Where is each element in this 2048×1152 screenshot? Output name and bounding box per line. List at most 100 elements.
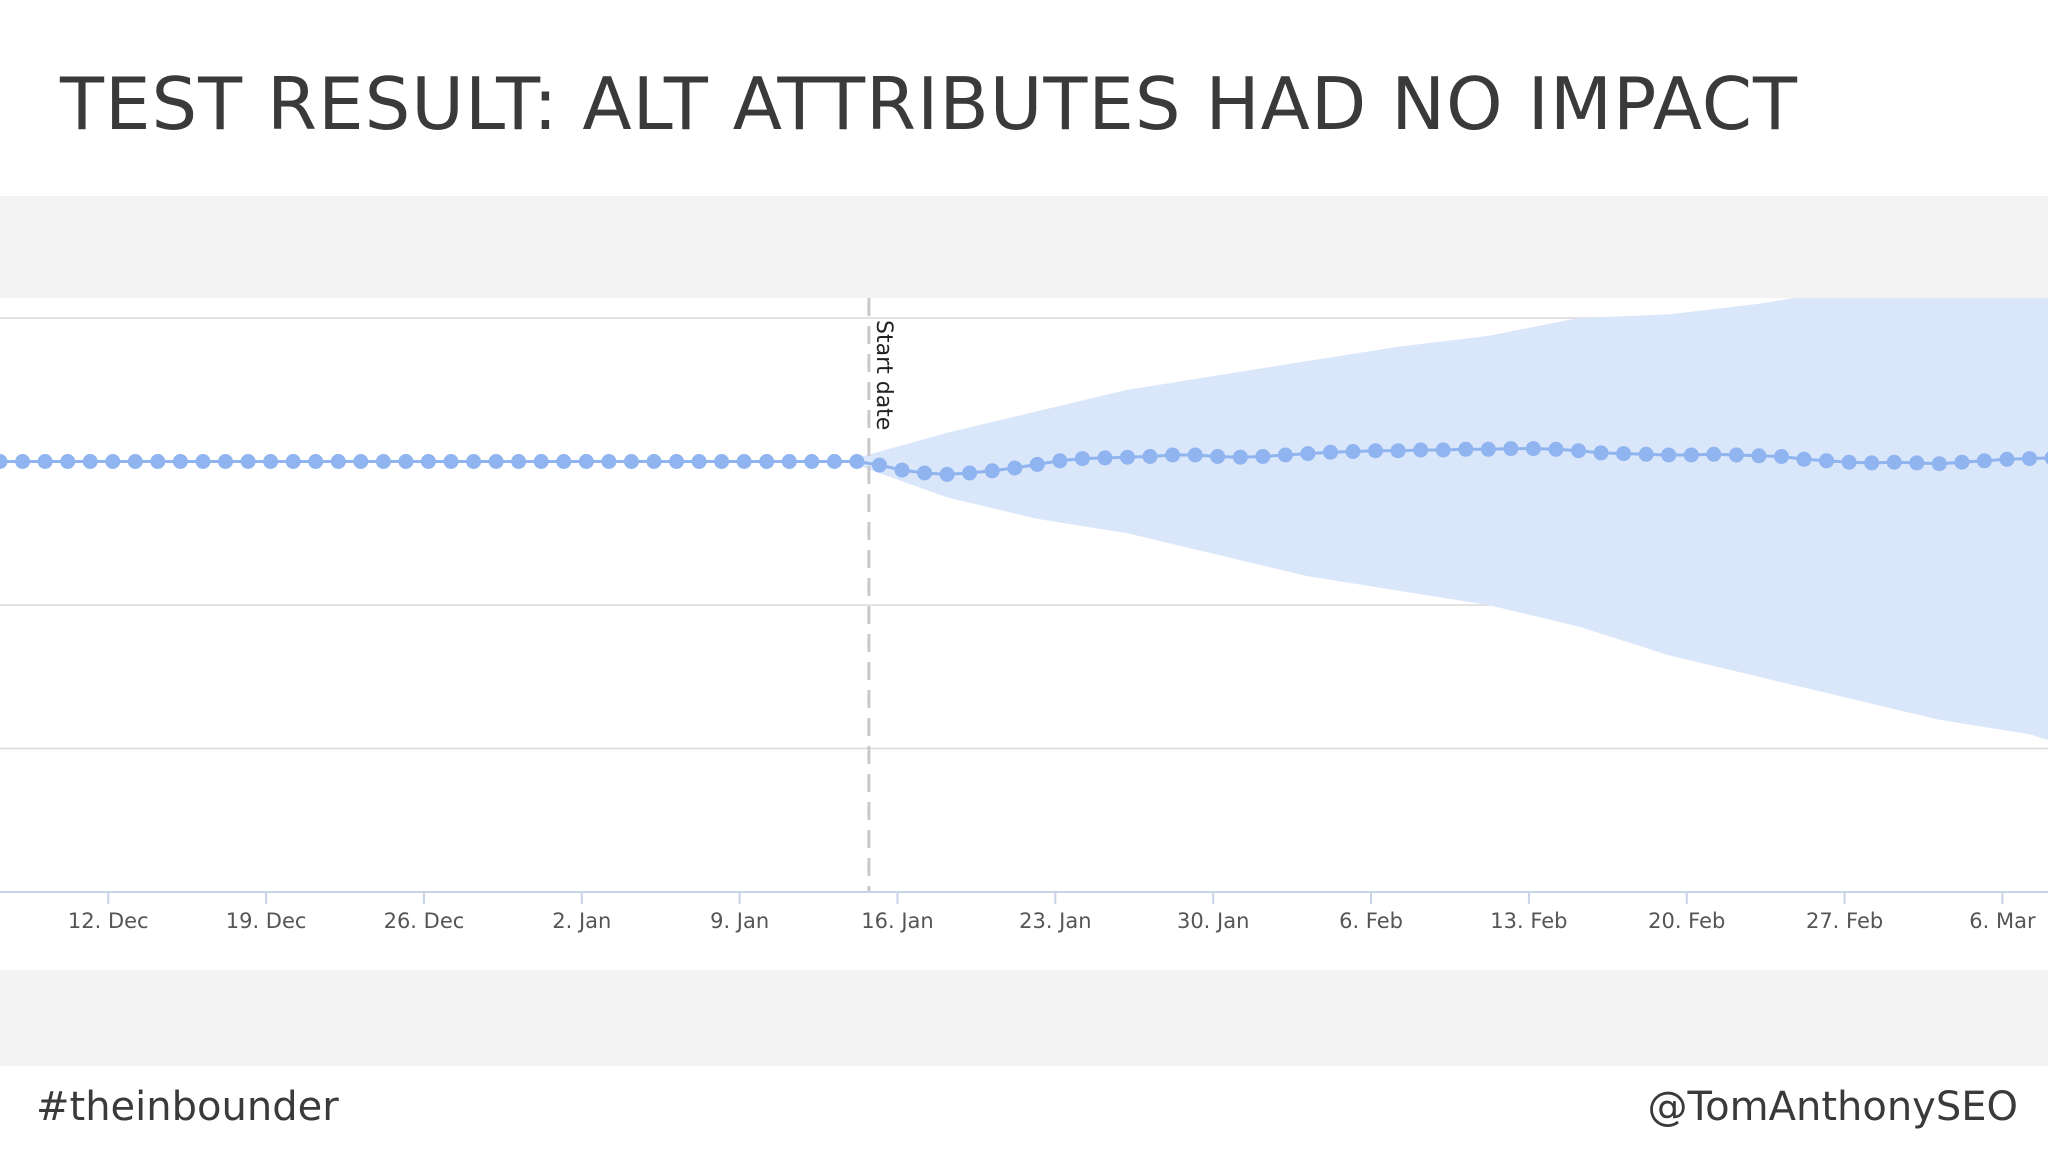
data-point [1683, 447, 1699, 463]
data-point [1458, 441, 1474, 457]
data-point [105, 454, 121, 469]
chart-area: Start date 12. Dec 19. Dec 26. Dec 2. Jan 9.… [0, 298, 2048, 970]
data-point [2022, 451, 2037, 467]
data-point [1165, 447, 1181, 463]
x-tick-label: 20. Feb [1648, 909, 1725, 933]
data-point [1029, 456, 1045, 472]
confidence-band [856, 298, 2048, 741]
data-point [556, 454, 572, 469]
data-point [1390, 443, 1406, 459]
data-point [195, 454, 211, 469]
data-point [1007, 460, 1023, 476]
x-tick-label: 19. Dec [226, 909, 307, 933]
data-point [60, 454, 76, 469]
data-point [781, 454, 797, 469]
data-point [1503, 441, 1519, 457]
x-tick-label: 12. Dec [68, 909, 149, 933]
data-point [488, 454, 504, 469]
start-date-label: Start date [871, 320, 896, 430]
x-tick-label: 9. Jan [710, 909, 769, 933]
data-point [894, 462, 910, 478]
data-point [1999, 451, 2015, 467]
data-point [511, 454, 527, 469]
data-point [962, 465, 978, 481]
data-point [1751, 448, 1767, 464]
data-point [1300, 446, 1316, 462]
data-point [1616, 446, 1632, 462]
data-point [1954, 454, 1970, 470]
data-point [1593, 445, 1609, 461]
data-point [398, 454, 414, 469]
data-point [1706, 446, 1722, 462]
series-points [0, 441, 2048, 482]
data-point [1774, 449, 1789, 464]
data-point [1661, 447, 1677, 463]
data-point [826, 454, 842, 469]
data-point [736, 454, 752, 469]
data-point [1886, 454, 1902, 470]
slide-title: TEST RESULT: ALT ATTRIBUTES HAD NO IMPAC… [60, 62, 1799, 146]
data-point [601, 454, 617, 469]
footer-band [0, 970, 2048, 1066]
data-point [1931, 456, 1947, 472]
data-point [691, 454, 707, 469]
data-point [1571, 443, 1586, 459]
data-point [1728, 447, 1744, 463]
data-point [466, 454, 482, 469]
data-point [218, 454, 233, 469]
data-point [1345, 444, 1361, 459]
data-point [1525, 441, 1541, 457]
data-point [1819, 453, 1834, 469]
data-point [1413, 442, 1429, 458]
start-date-annotation: Start date [867, 298, 896, 892]
data-point [984, 463, 1000, 479]
data-point [263, 454, 279, 469]
data-point [1638, 446, 1654, 462]
data-point [1074, 451, 1090, 467]
data-point [127, 454, 143, 469]
data-point [533, 454, 549, 469]
data-point [1187, 447, 1203, 463]
confidence-band-area [856, 298, 2048, 741]
x-tick-label: 16. Jan [861, 909, 933, 933]
data-point [353, 454, 369, 469]
data-point [1909, 455, 1925, 471]
data-point [1480, 441, 1496, 457]
data-point [939, 466, 955, 482]
x-tick-label: 6. Mar [1969, 909, 2036, 933]
data-point [1255, 449, 1271, 464]
x-tick-label: 13. Feb [1490, 909, 1567, 933]
data-point [669, 454, 684, 469]
x-tick-label: 27. Feb [1806, 909, 1883, 933]
header-band [0, 196, 2048, 298]
data-point [330, 454, 346, 469]
data-point [804, 454, 820, 469]
data-point [1796, 451, 1812, 467]
data-point [0, 454, 8, 469]
x-axis: 12. Dec 19. Dec 26. Dec 2. Jan 9. Jan 16. Jan… [0, 891, 2048, 933]
data-point [917, 465, 933, 481]
data-point [1277, 447, 1293, 463]
data-point [646, 454, 662, 469]
data-point [1210, 449, 1226, 464]
data-point [150, 454, 166, 469]
data-point [1368, 443, 1383, 459]
x-tick-label: 30. Jan [1177, 909, 1249, 933]
data-point [82, 454, 98, 469]
data-point [849, 454, 865, 469]
x-tick-label: 2. Jan [552, 909, 611, 933]
data-point [1052, 453, 1068, 469]
data-point [375, 454, 391, 469]
data-point [1097, 450, 1113, 466]
data-point [714, 454, 730, 469]
data-point [420, 454, 436, 469]
data-point [1841, 454, 1857, 470]
data-point [1976, 453, 1992, 469]
x-tick-label: 26. Dec [384, 909, 465, 933]
data-point [308, 454, 324, 469]
data-point [759, 454, 775, 469]
data-point [1142, 449, 1158, 464]
data-point [623, 454, 639, 469]
data-point [1232, 449, 1248, 465]
hashtag-label: #theinbounder [36, 1084, 339, 1130]
